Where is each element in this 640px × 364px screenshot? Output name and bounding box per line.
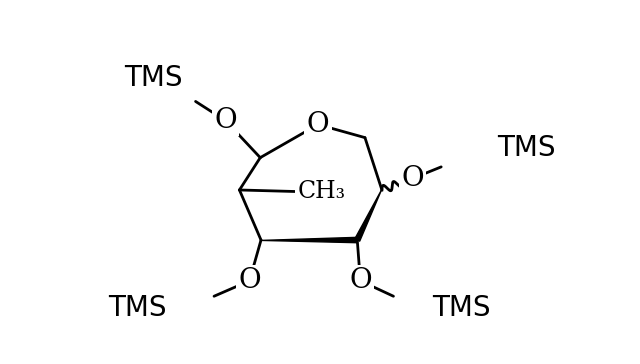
Text: O: O <box>214 107 237 134</box>
Text: TMS: TMS <box>124 64 182 92</box>
Polygon shape <box>261 237 357 243</box>
Text: O: O <box>349 267 372 294</box>
Text: O: O <box>401 165 424 192</box>
Text: TMS: TMS <box>432 294 490 322</box>
Text: TMS: TMS <box>497 134 556 162</box>
Polygon shape <box>355 190 381 241</box>
Text: CH₃: CH₃ <box>297 180 346 203</box>
Text: O: O <box>307 111 330 138</box>
Text: O: O <box>238 267 260 294</box>
Text: TMS: TMS <box>108 294 166 322</box>
